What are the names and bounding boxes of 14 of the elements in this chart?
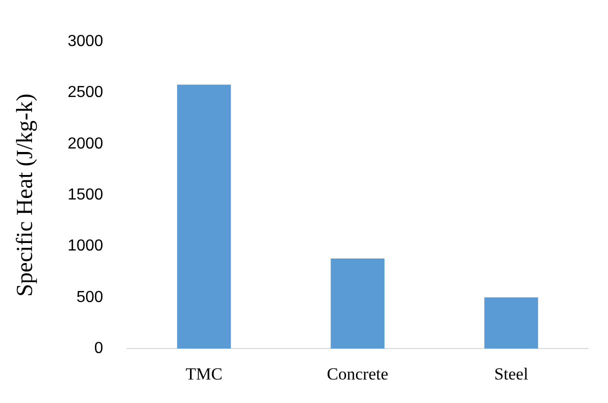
bar xyxy=(177,84,231,349)
y-tick-label: 1000 xyxy=(68,238,104,255)
y-tick-label: 2500 xyxy=(68,84,104,102)
x-tick-label: Steel xyxy=(494,364,528,384)
y-axis-title: Specific Heat (J/kg-k) xyxy=(12,94,37,297)
y-tick-label: 0 xyxy=(94,340,104,358)
y-tick-label: 1500 xyxy=(68,186,104,204)
bar xyxy=(484,297,538,349)
y-tick-label: 3000 xyxy=(68,33,104,50)
x-tick-label: TMC xyxy=(186,364,222,384)
y-tick-label: 500 xyxy=(76,288,104,306)
bar xyxy=(330,258,384,349)
y-tick-label: 2000 xyxy=(68,135,104,152)
x-tick-label: Concrete xyxy=(326,364,388,384)
